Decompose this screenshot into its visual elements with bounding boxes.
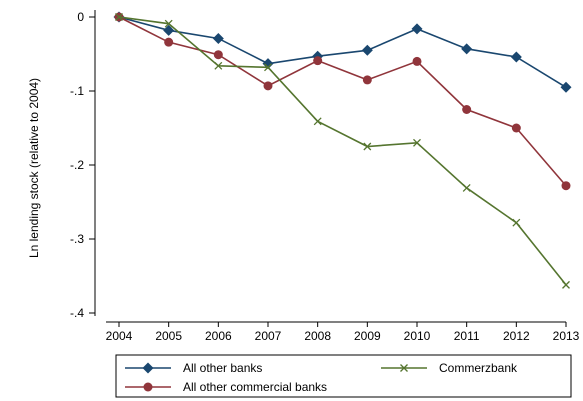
legend-item: All other commercial banks: [125, 380, 327, 394]
axes: 0 -.1 -.2 -.3 -.4 2004 2005 2006 2007 2008 2009 201…: [70, 10, 580, 343]
data-point: [115, 13, 123, 21]
y-tick-label: -.2: [70, 158, 84, 172]
data-point: [213, 50, 223, 60]
data-point: [313, 56, 323, 66]
y-tick-label: -.3: [70, 232, 84, 246]
data-point: [361, 44, 373, 56]
x-tick-label: 2012: [503, 329, 530, 343]
legend-marker: [142, 362, 154, 374]
legend-marker: [400, 364, 408, 372]
series-commerzbank: [115, 13, 570, 289]
x-tick-label: 2011: [454, 329, 480, 343]
data-point: [461, 43, 473, 55]
data-point: [262, 58, 274, 70]
legend-marker: [143, 382, 153, 392]
x-tick-label: 2010: [404, 329, 431, 343]
data-point: [510, 51, 522, 63]
data-point: [462, 105, 472, 114]
legend-item: Commerzbank: [381, 361, 518, 375]
series-all-other-banks: [113, 11, 572, 93]
x-tick-label: 2009: [354, 329, 381, 343]
data-point: [511, 123, 521, 133]
x-tick-label: 2004: [106, 329, 133, 343]
data-point: [164, 37, 174, 47]
legend-item: All other banks: [125, 361, 262, 375]
series-layer: [113, 11, 572, 289]
data-point: [163, 24, 175, 36]
data-point: [164, 19, 173, 28]
data-point: [362, 75, 372, 85]
legend: All other banks All other commercial bank…: [115, 354, 572, 398]
series-line: [118, 16, 567, 286]
y-axis-label: Ln lending stock (relative to 2004): [27, 78, 41, 258]
data-point: [313, 117, 322, 126]
data-point: [413, 138, 421, 147]
data-point: [411, 23, 423, 35]
series-line: [118, 16, 567, 187]
x-tick-label: 2005: [155, 329, 182, 343]
legend-box: [115, 354, 572, 398]
series-line: [118, 16, 567, 88]
data-point: [562, 280, 570, 289]
data-point: [363, 142, 372, 151]
y-tick-label: 0: [77, 10, 84, 24]
data-point: [212, 32, 224, 44]
series-all-other-commercial-banks: [114, 12, 571, 191]
data-point: [561, 181, 571, 191]
data-point: [462, 183, 471, 192]
data-point: [412, 56, 422, 66]
x-tick-label: 2007: [255, 329, 282, 343]
y-tick-label: -.1: [70, 84, 84, 98]
data-point: [264, 63, 272, 72]
legend-label: Commerzbank: [439, 361, 518, 375]
data-point: [560, 81, 572, 93]
legend-label: All other commercial banks: [183, 380, 327, 394]
x-tick-label: 2013: [553, 329, 580, 343]
data-point: [263, 81, 273, 91]
x-tick-label: 2006: [205, 329, 232, 343]
y-tick-label: -.4: [70, 306, 84, 320]
data-point: [512, 218, 521, 227]
legend-label: All other banks: [183, 361, 262, 375]
x-tick-label: 2008: [304, 329, 331, 343]
data-point: [214, 61, 223, 70]
